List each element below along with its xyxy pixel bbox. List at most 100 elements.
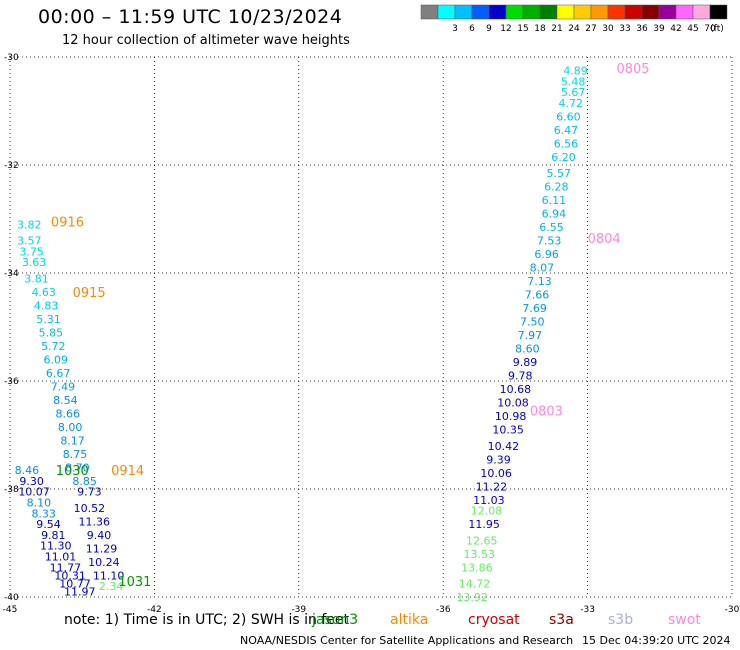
scale-tick-label: 6 [469, 24, 475, 34]
scale-tick-label: 45 [687, 24, 698, 34]
wave-height-value: 11.01 [45, 551, 77, 564]
wave-height-value: 4.63 [31, 286, 56, 299]
wave-height-value: 9.78 [508, 370, 533, 383]
satellite-legend-item: cryosat [468, 612, 520, 628]
wave-height-value: 8.33 [31, 507, 56, 520]
satellite-legend-item: s3a [549, 612, 574, 628]
wave-height-value: 6.94 [542, 208, 567, 221]
wave-height-value: 10.08 [497, 397, 529, 410]
scale-tick-label: 9 [486, 24, 492, 34]
wave-height-value: 10.42 [488, 440, 520, 453]
lon-tick-label: -39 [291, 605, 306, 615]
wave-height-value: 10.07 [18, 486, 50, 499]
wave-height-value: 8.17 [60, 434, 85, 447]
wave-height-value: 6.20 [551, 151, 576, 164]
wave-height-value: 3.81 [24, 272, 49, 285]
wave-height-value: 5.48 [561, 75, 586, 88]
wave-height-value: 7.50 [520, 316, 545, 329]
wave-height-value: 8.07 [530, 262, 555, 275]
scale-tick-label: 18 [534, 24, 546, 34]
scale-unit-label: (ft) [710, 24, 724, 34]
lon-tick-label: -30 [725, 605, 740, 615]
wave-height-value: 8.00 [58, 421, 83, 434]
wave-height-value: 8.66 [56, 407, 81, 420]
wave-height-value: 10.52 [74, 502, 106, 515]
wave-height-value: 11.95 [468, 518, 500, 531]
wave-height-color-scale: 3 6 9 12 15 18 21 24 27 30 33 36 39 42 45 70(ft) [420, 4, 728, 34]
wave-height-value: 5.72 [41, 340, 66, 353]
satellite-legend-item: s3b [608, 612, 634, 628]
pass-time-label: 0914 [111, 464, 144, 479]
wave-height-value: 3.57 [17, 235, 42, 248]
scale-tick-label: 12 [500, 24, 511, 34]
wave-height-value: 13.92 [456, 591, 488, 604]
lon-tick-label: -33 [580, 605, 595, 615]
wave-height-value: 7.97 [518, 329, 543, 342]
scale-tick-label: 70 [704, 24, 716, 34]
wave-height-value: 11.22 [476, 480, 508, 493]
wave-height-value: 5.67 [561, 86, 586, 99]
wave-height-value: 4.83 [34, 299, 59, 312]
wave-height-value: 13.53 [464, 548, 496, 561]
satellite-legend-item: altika [390, 612, 429, 628]
wave-height-value: 11.77 [50, 561, 82, 574]
wave-height-value: 11.30 [40, 540, 72, 553]
wave-height-value: 9.89 [513, 356, 538, 369]
lat-tick-label: -32 [4, 161, 19, 171]
wave-height-value: 10.77 [59, 578, 91, 591]
pass-time-label: 1030 [56, 464, 89, 479]
wave-height-value: 9.40 [87, 529, 112, 542]
lat-tick-label: -38 [4, 485, 19, 495]
lat-tick-label: -30 [4, 53, 19, 63]
wave-height-value: 4.89 [563, 65, 588, 78]
lon-tick-label: -45 [3, 605, 18, 615]
scale-tick-label: 15 [517, 24, 528, 34]
wave-height-value: 8.54 [53, 394, 78, 407]
lat-tick-label: -34 [4, 269, 19, 279]
wave-height-value: 10.06 [480, 467, 512, 480]
scale-tick-label: 33 [619, 24, 630, 34]
satellite-legend-item: swot [668, 612, 701, 628]
wave-height-value: 12.08 [471, 505, 503, 518]
wave-height-value: 6.56 [554, 137, 579, 150]
pass-time-label: 0805 [616, 62, 649, 77]
wave-height-value: 6.55 [539, 221, 564, 234]
wave-height-value: 8.46 [15, 464, 40, 477]
lon-tick-label: -36 [436, 605, 451, 615]
wave-height-value: 4.72 [559, 97, 584, 110]
footer-generated-time: 15 Dec 04:39:20 UTC 2024 [582, 634, 731, 647]
wave-height-value: 5.57 [546, 167, 571, 180]
wave-height-value: 10.31 [54, 569, 86, 582]
scale-tick-label: 24 [568, 24, 580, 34]
wave-height-value: 14.72 [459, 578, 491, 591]
page-subtitle: 12 hour collection of altimeter wave hei… [62, 33, 350, 48]
wave-height-value: 6.11 [542, 194, 567, 207]
pass-time-label: 0804 [588, 232, 621, 247]
lat-tick-label: -36 [4, 377, 19, 387]
wave-height-value: 7.49 [51, 380, 76, 393]
scale-tick-label: 30 [602, 24, 614, 34]
wave-height-value: 11.10 [93, 569, 125, 582]
satellite-legend-item: jason3 [312, 612, 359, 628]
wave-height-value: 7.69 [522, 302, 547, 315]
wave-height-value: 9.81 [41, 529, 66, 542]
scale-tick-label: 36 [636, 24, 648, 34]
lon-tick-label: -42 [147, 605, 162, 615]
wave-height-value: 10.24 [88, 556, 120, 569]
pass-time-label: 0803 [530, 405, 563, 420]
pass-time-label: 1031 [118, 575, 151, 590]
wave-height-value: 6.96 [534, 248, 559, 261]
wave-height-value: 8.85 [72, 475, 97, 488]
wave-height-value: 11.36 [78, 515, 110, 528]
scale-tick-label: 27 [585, 24, 596, 34]
scale-tick-label: 42 [670, 24, 681, 34]
wave-height-value: 3.82 [17, 218, 42, 231]
wave-height-value: 10.68 [500, 383, 532, 396]
wave-height-value: 6.60 [556, 110, 581, 123]
scale-swatch [709, 4, 728, 20]
wave-height-value: 6.28 [544, 181, 569, 194]
wave-height-value: 12.65 [466, 534, 498, 547]
wave-height-value: 9.39 [486, 453, 511, 466]
wave-height-value: 11.29 [86, 542, 118, 555]
